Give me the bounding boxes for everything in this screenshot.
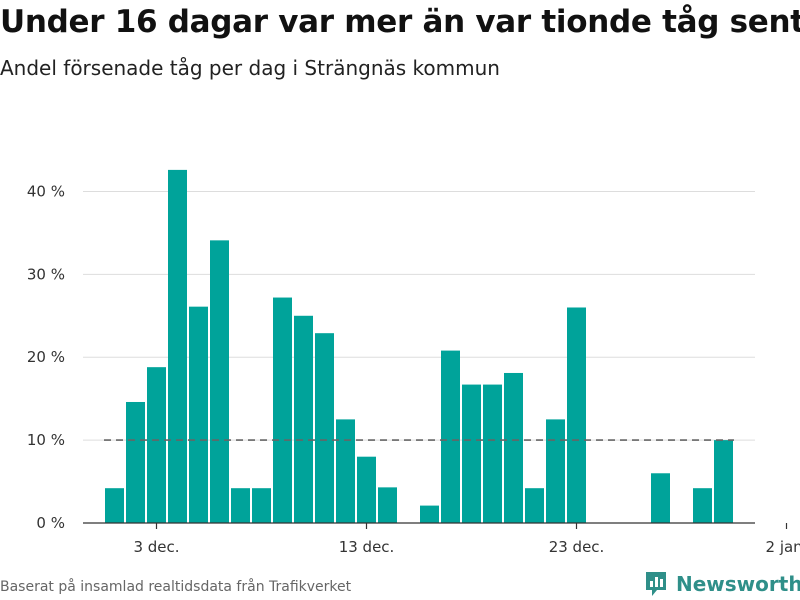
- bar: [378, 487, 397, 523]
- bar: [315, 333, 334, 523]
- bar: [651, 473, 670, 523]
- bar: [294, 315, 313, 523]
- bar: [357, 456, 376, 523]
- x-tick-label: 3 dec.: [133, 538, 179, 556]
- bar: [189, 306, 208, 523]
- y-tick-label: 30 %: [27, 265, 65, 283]
- bar: [147, 367, 166, 523]
- chart-title: Under 16 dagar var mer än var tionde tåg…: [0, 4, 800, 40]
- newsworthy-bar-icon: [646, 572, 666, 596]
- newsworthy-logo: Newsworthy: [644, 570, 800, 598]
- bar: [525, 488, 544, 523]
- bar: [693, 488, 712, 523]
- bar: [567, 307, 586, 523]
- bar: [420, 505, 439, 523]
- bar: [105, 488, 124, 523]
- bar: [504, 372, 523, 523]
- bar: [336, 419, 355, 523]
- bar: [273, 297, 292, 523]
- y-tick-label: 40 %: [27, 182, 65, 200]
- bar: [252, 488, 271, 523]
- brand-name: Newsworthy: [676, 572, 800, 596]
- bar: [441, 350, 460, 523]
- source-note: Baserat på insamlad realtidsdata från Tr…: [0, 579, 352, 595]
- bar: [210, 240, 229, 524]
- bar: [714, 440, 733, 523]
- bar: [231, 488, 250, 523]
- y-tick-label: 10 %: [27, 431, 65, 449]
- chart-subtitle: Andel försenade tåg per dag i Strängnäs …: [0, 56, 500, 80]
- x-tick-label: 23 dec.: [549, 538, 605, 556]
- bar: [483, 384, 502, 523]
- y-tick-label: 20 %: [27, 348, 65, 366]
- bar: [462, 384, 481, 523]
- bar: [126, 401, 145, 523]
- bar: [546, 419, 565, 523]
- bar: [168, 169, 187, 524]
- x-tick-label: 13 dec.: [339, 538, 395, 556]
- y-tick-label: 0 %: [36, 514, 65, 532]
- x-tick-label: 2 jan.: [766, 538, 800, 556]
